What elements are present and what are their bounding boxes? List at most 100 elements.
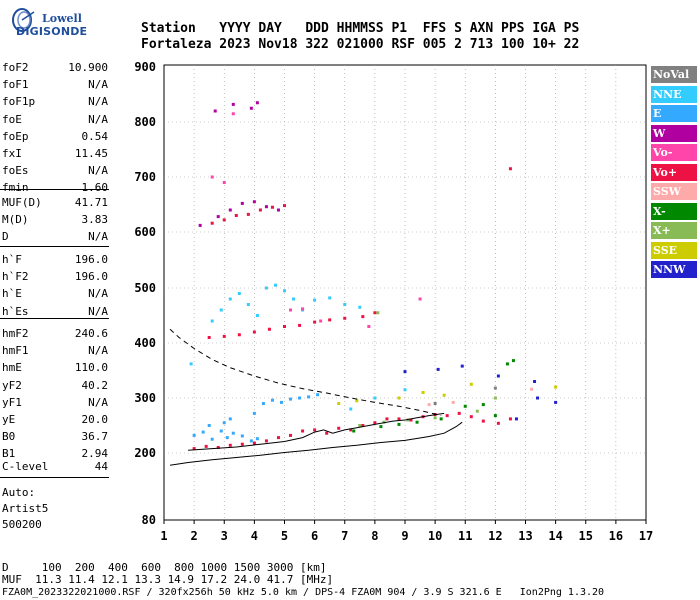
param-name: foF1p	[2, 95, 36, 109]
param-row: M(D) 3.83	[2, 213, 108, 230]
legend-item: X-	[651, 202, 697, 220]
data-point	[475, 409, 479, 413]
data-point	[270, 398, 274, 402]
data-point	[255, 101, 259, 105]
plot-frame	[163, 64, 647, 521]
x-tick-label: 2	[191, 529, 198, 543]
data-point	[228, 443, 232, 447]
data-point	[207, 336, 211, 339]
data-point	[349, 407, 353, 411]
data-point	[469, 382, 473, 386]
dish-icon	[12, 8, 35, 32]
data-point	[252, 441, 256, 445]
data-point	[415, 420, 419, 424]
param-row: foE N/A	[2, 113, 108, 130]
data-point	[382, 420, 386, 424]
param-name: foF2	[2, 61, 29, 74]
data-point	[457, 411, 461, 415]
footer-muf: MUF 11.3 11.4 12.1 13.3 14.9 17.2 24.0 4…	[2, 573, 334, 586]
data-point	[373, 311, 377, 315]
param-row: foEs N/A	[2, 164, 108, 181]
data-point	[261, 402, 265, 405]
data-point	[403, 388, 407, 392]
data-point	[406, 418, 410, 422]
legend-item: NNE	[651, 85, 697, 103]
param-value: 2.94	[81, 447, 109, 461]
data-point	[536, 396, 540, 400]
data-point	[298, 396, 302, 400]
data-point	[207, 424, 211, 427]
data-point	[210, 319, 214, 323]
param-value: 10.900	[68, 61, 108, 74]
y-tick-label: 800	[134, 115, 156, 129]
y-tick-label: 700	[134, 170, 156, 184]
param-name: yE	[2, 413, 16, 426]
data-point	[276, 208, 280, 212]
data-point	[252, 411, 256, 415]
data-point	[373, 421, 377, 425]
data-point	[249, 439, 253, 443]
data-point	[328, 318, 332, 322]
data-point	[319, 319, 323, 323]
data-point	[255, 314, 259, 317]
data-point	[511, 359, 515, 363]
param-name: D	[2, 230, 9, 244]
legend-item: X+	[651, 222, 697, 239]
y-tick-label: 80	[142, 513, 156, 527]
data-point	[352, 429, 356, 433]
legend-item: W	[651, 124, 697, 142]
param-row: h`F2 196.0	[2, 270, 108, 287]
artist-version: 500200	[2, 518, 42, 531]
data-point	[192, 447, 196, 451]
param-row: hmE 110.0	[2, 361, 108, 378]
legend-item: SSW	[651, 183, 697, 200]
data-point	[264, 439, 268, 443]
data-point	[554, 400, 558, 404]
data-point	[219, 429, 223, 433]
x-tick-label: 8	[371, 529, 378, 543]
footer-distances: D 100 200 400 600 800 1000 1500 3000 [km…	[2, 561, 327, 574]
data-point	[554, 385, 558, 389]
param-row: h`F 196.0	[2, 253, 108, 270]
data-point	[325, 431, 329, 435]
data-point	[355, 399, 359, 403]
data-point	[219, 308, 223, 312]
data-point	[493, 386, 497, 390]
param-value: N/A	[88, 344, 108, 358]
param-name: yF1	[2, 395, 22, 409]
param-name: M(D)	[2, 213, 29, 227]
data-point	[267, 327, 271, 331]
data-point	[385, 417, 389, 421]
x-tick-label: 7	[341, 529, 348, 543]
separator	[0, 189, 109, 190]
data-point	[427, 403, 431, 407]
data-point	[289, 308, 293, 312]
data-point	[222, 181, 226, 184]
param-name: foE	[2, 112, 22, 126]
param-value: 240.6	[74, 327, 108, 340]
data-point	[493, 414, 497, 418]
y-tick-label: 900	[134, 60, 156, 74]
param-name: B1	[2, 447, 16, 461]
param-value: 0.54	[81, 129, 109, 143]
data-point	[240, 442, 244, 446]
data-point	[505, 362, 509, 366]
y-tick-label: 600	[134, 225, 156, 239]
data-point	[264, 205, 268, 209]
data-point	[301, 307, 305, 311]
separator	[0, 318, 109, 319]
clevel-row: C-level 44	[2, 460, 108, 473]
data-point	[337, 426, 341, 430]
data-point	[228, 208, 232, 212]
data-point	[463, 404, 467, 408]
data-point	[367, 325, 371, 328]
param-value: 20.0	[81, 413, 109, 426]
data-point	[409, 418, 413, 422]
param-row: h`Es N/A	[2, 305, 108, 322]
data-point	[283, 289, 286, 293]
data-point	[283, 325, 286, 328]
param-row: MUF(D) 41.71	[2, 196, 108, 213]
data-point	[349, 428, 353, 432]
data-point	[445, 414, 449, 418]
x-tick-label: 4	[251, 529, 258, 543]
